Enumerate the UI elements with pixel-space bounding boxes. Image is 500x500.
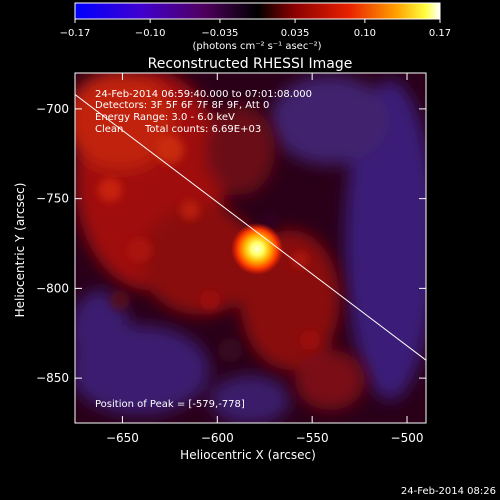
peak-position: Position of Peak = [-579,-778] <box>95 399 245 410</box>
y-tick-label: −700 <box>36 102 69 116</box>
time-range: 24-Feb-2014 06:59:40.000 to 07:01:08.000 <box>95 89 312 100</box>
colorbar-tick-label: −0.10 <box>135 28 166 39</box>
detectors: Detectors: 3F 5F 6F 7F 8F 9F, Att 0 <box>95 100 269 111</box>
solar-limb-line <box>75 94 426 361</box>
colorbar-unit-label: (photons cm⁻² s⁻¹ asec⁻²) <box>192 41 321 52</box>
colorbar-tick-label: −0.035 <box>201 28 238 39</box>
y-tick-label: −750 <box>36 192 69 206</box>
colorbar-tick-label: 0.035 <box>281 28 310 39</box>
image-area <box>75 73 426 423</box>
x-tick-label: −550 <box>296 431 329 445</box>
peak-source <box>231 222 284 275</box>
colorbar: −0.17 −0.10 −0.035 0.035 0.10 0.17 (photons c… <box>60 2 451 52</box>
x-axis-label: Heliocentric X (arcsec) <box>180 448 316 462</box>
x-axis: −650 −600 −550 −500 <box>106 73 424 445</box>
mottled-texture <box>98 136 320 362</box>
chart-title: Reconstructed RHESSI Image <box>148 56 353 72</box>
y-axis: −700 −750 −800 −850 <box>36 102 426 385</box>
energy-range: Energy Range: 3.0 - 6.0 keV <box>95 112 235 123</box>
colorbar-gradient <box>74 2 441 20</box>
annotations: 24-Feb-2014 06:59:40.000 to 07:01:08.000… <box>95 89 312 410</box>
colorbar-ticks: −0.17 −0.10 −0.035 0.035 0.10 0.17 <box>60 19 451 39</box>
footer-date: 24-Feb-2014 08:26 <box>401 486 496 497</box>
y-tick-label: −850 <box>36 371 69 385</box>
colorbar-tick-label: −0.17 <box>60 28 91 39</box>
plot-frame <box>74 72 427 424</box>
x-tick-label: −600 <box>201 431 234 445</box>
colorbar-tick-label: 0.17 <box>429 28 451 39</box>
y-tick-label: −800 <box>36 281 69 295</box>
method: Clean <box>95 124 123 135</box>
total-counts: Total counts: 6.69E+03 <box>144 124 261 135</box>
x-tick-label: −500 <box>391 431 424 445</box>
negative-regions <box>75 75 426 423</box>
y-axis-label: Heliocentric Y (arcsec) <box>13 183 27 318</box>
colorbar-tick-label: 0.10 <box>354 28 376 39</box>
x-tick-label: −650 <box>106 431 139 445</box>
